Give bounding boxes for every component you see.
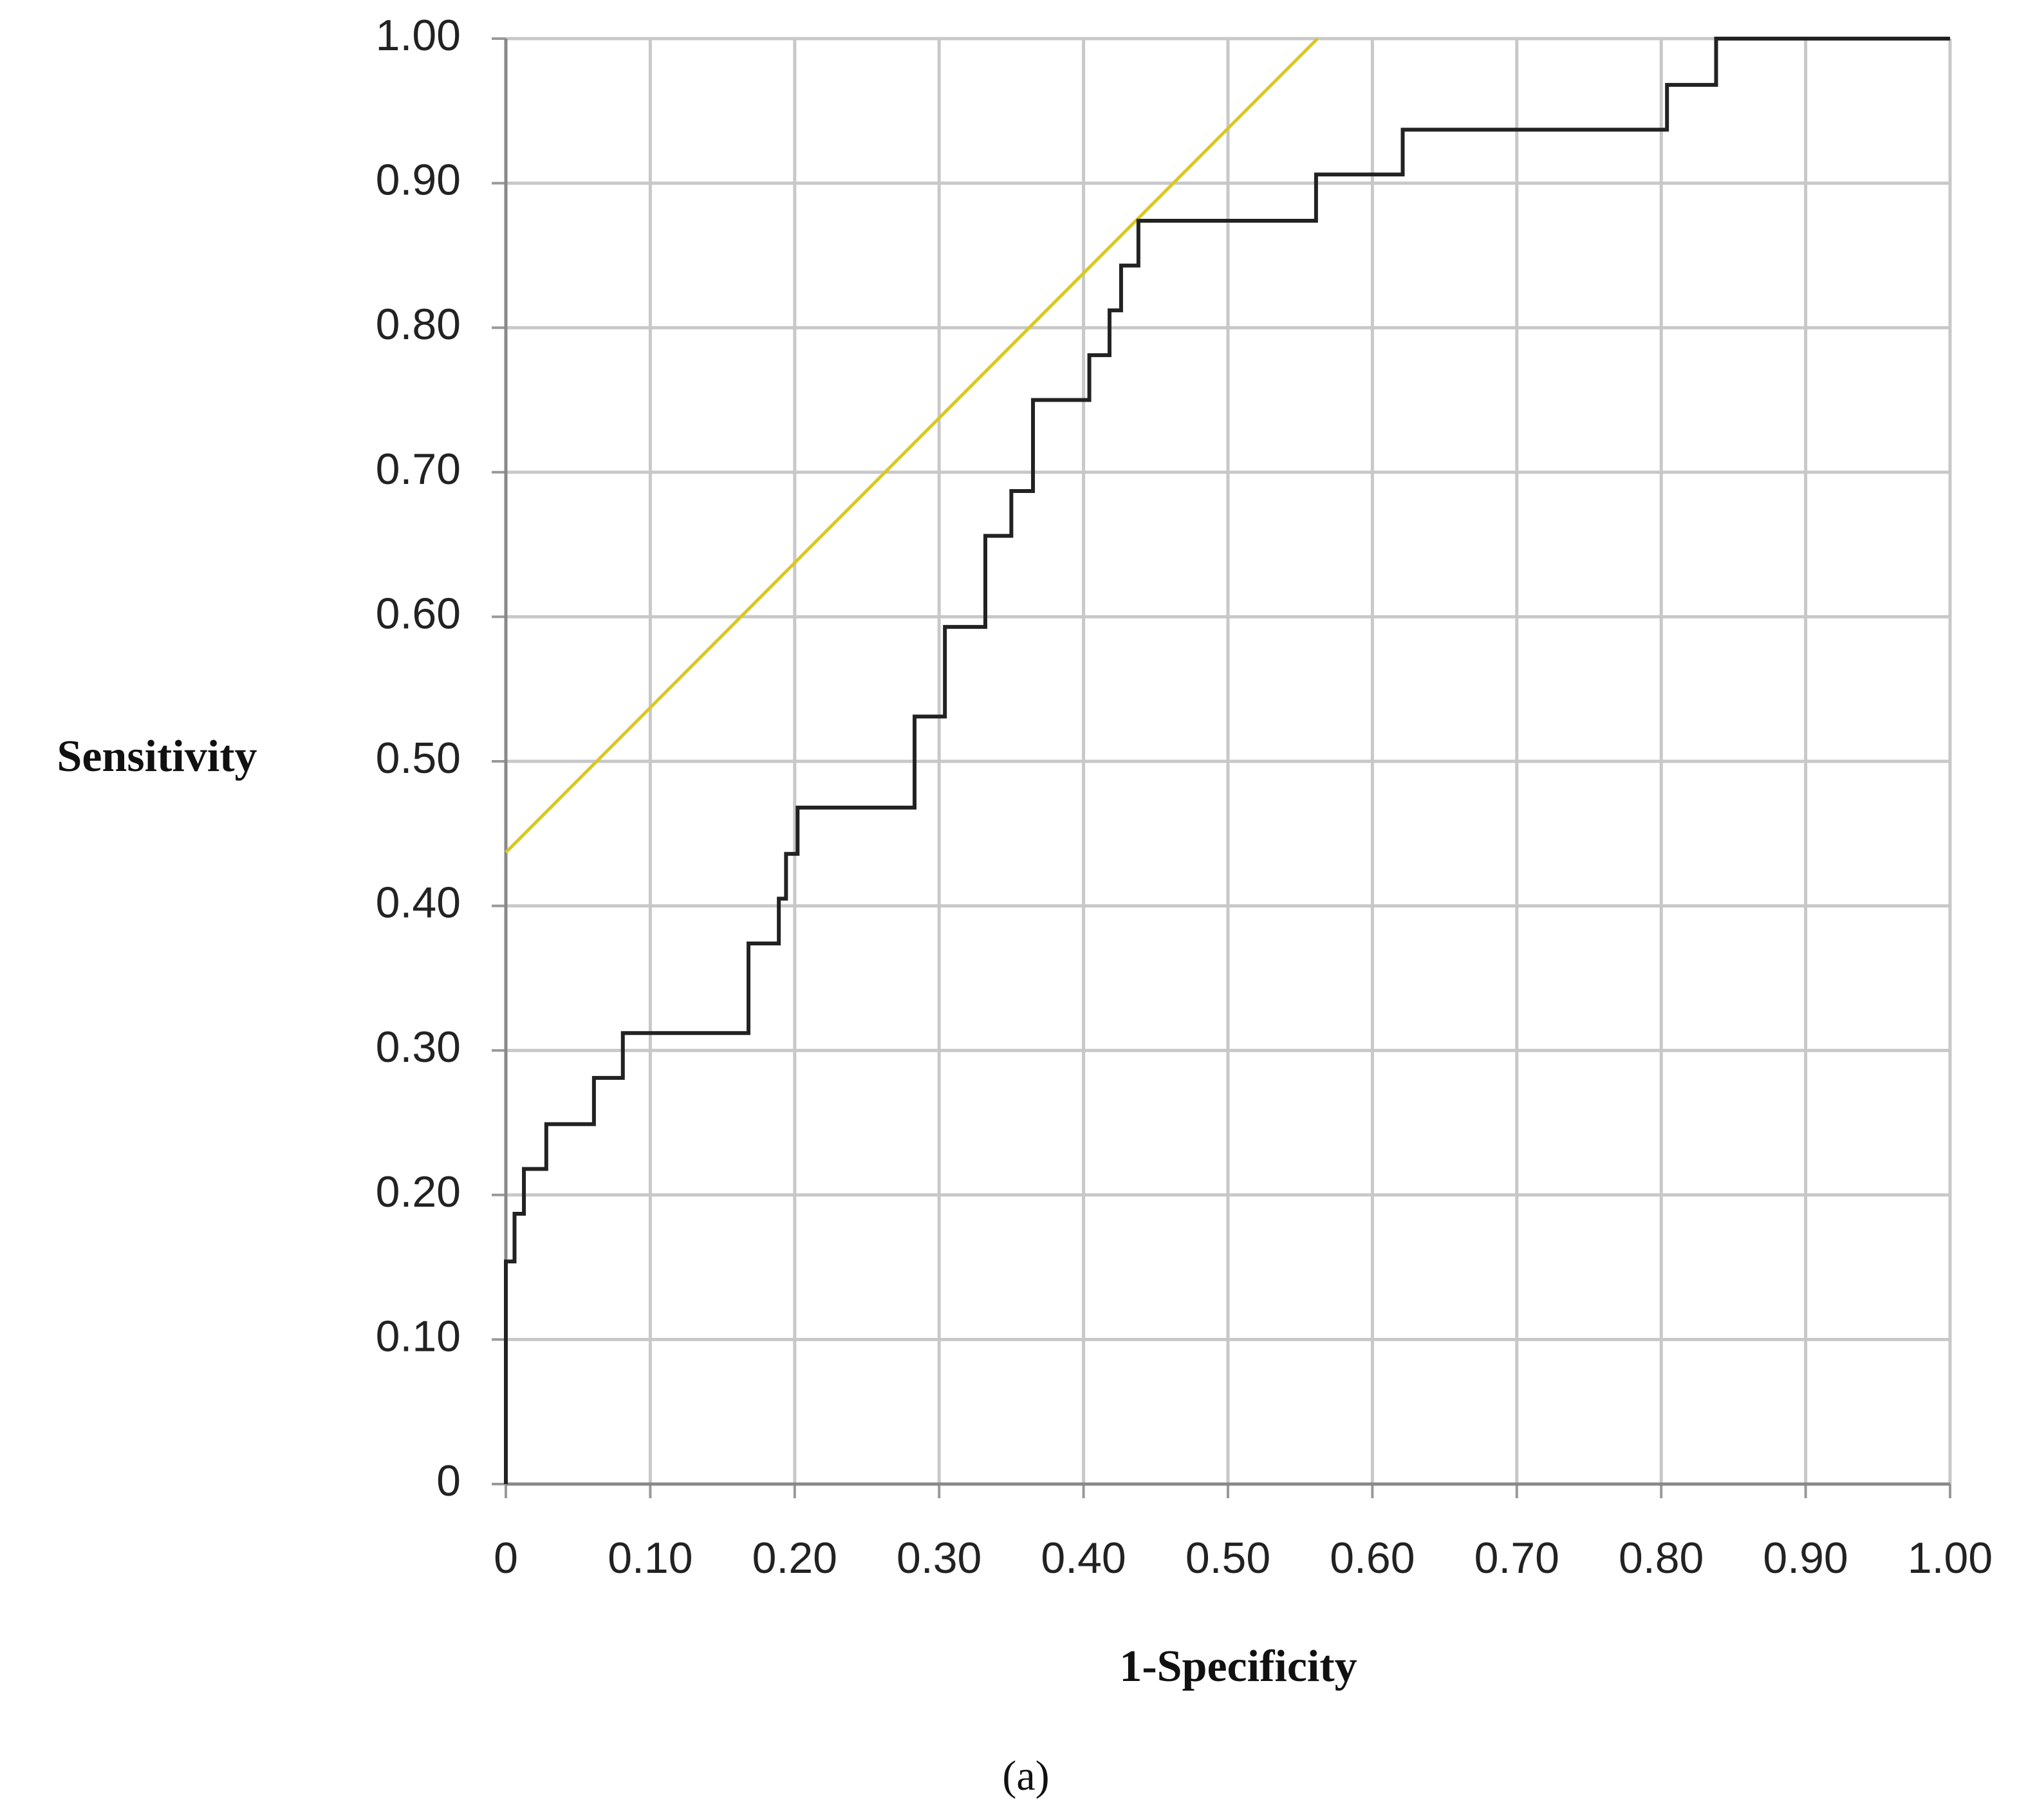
y-tick-label: 1.00 [376,11,461,60]
y-tick-label: 0.20 [376,1167,461,1216]
caption: (a) [1002,1752,1049,1799]
y-tick-label: 0.70 [376,445,461,494]
y-tick-label: 0.50 [376,734,461,783]
y-tick-label: 0 [436,1456,461,1505]
y-tick-label: 0.60 [376,589,461,638]
line-series [505,37,1319,854]
y-tick-label: 0.90 [376,156,461,205]
x-tick-label: 0.30 [897,1534,981,1583]
x-tick-label: 0.60 [1330,1534,1415,1583]
x-axis-title: 1-Specificity [1119,1642,1357,1691]
x-tick-label: 0.80 [1619,1534,1704,1583]
x-tick-label: 0.40 [1041,1534,1126,1583]
y-tick-label: 0.30 [376,1023,461,1072]
y-tick-label: 0.10 [376,1312,461,1360]
y-tick-label: 0.40 [376,878,461,927]
x-tick-label: 1.00 [1908,1534,1993,1583]
x-tick-label: 0.10 [608,1534,692,1583]
x-tick-label: 0.90 [1763,1534,1848,1583]
x-tick-label: 0.70 [1474,1534,1559,1583]
x-tick-label: 0.20 [752,1534,837,1583]
x-tick-label: 0.50 [1185,1534,1270,1583]
x-tick-label: 0 [494,1534,518,1583]
y-tick-label: 0.80 [376,300,461,349]
line-series [504,37,1950,1484]
y-axis-title: Sensitivity [57,732,257,781]
